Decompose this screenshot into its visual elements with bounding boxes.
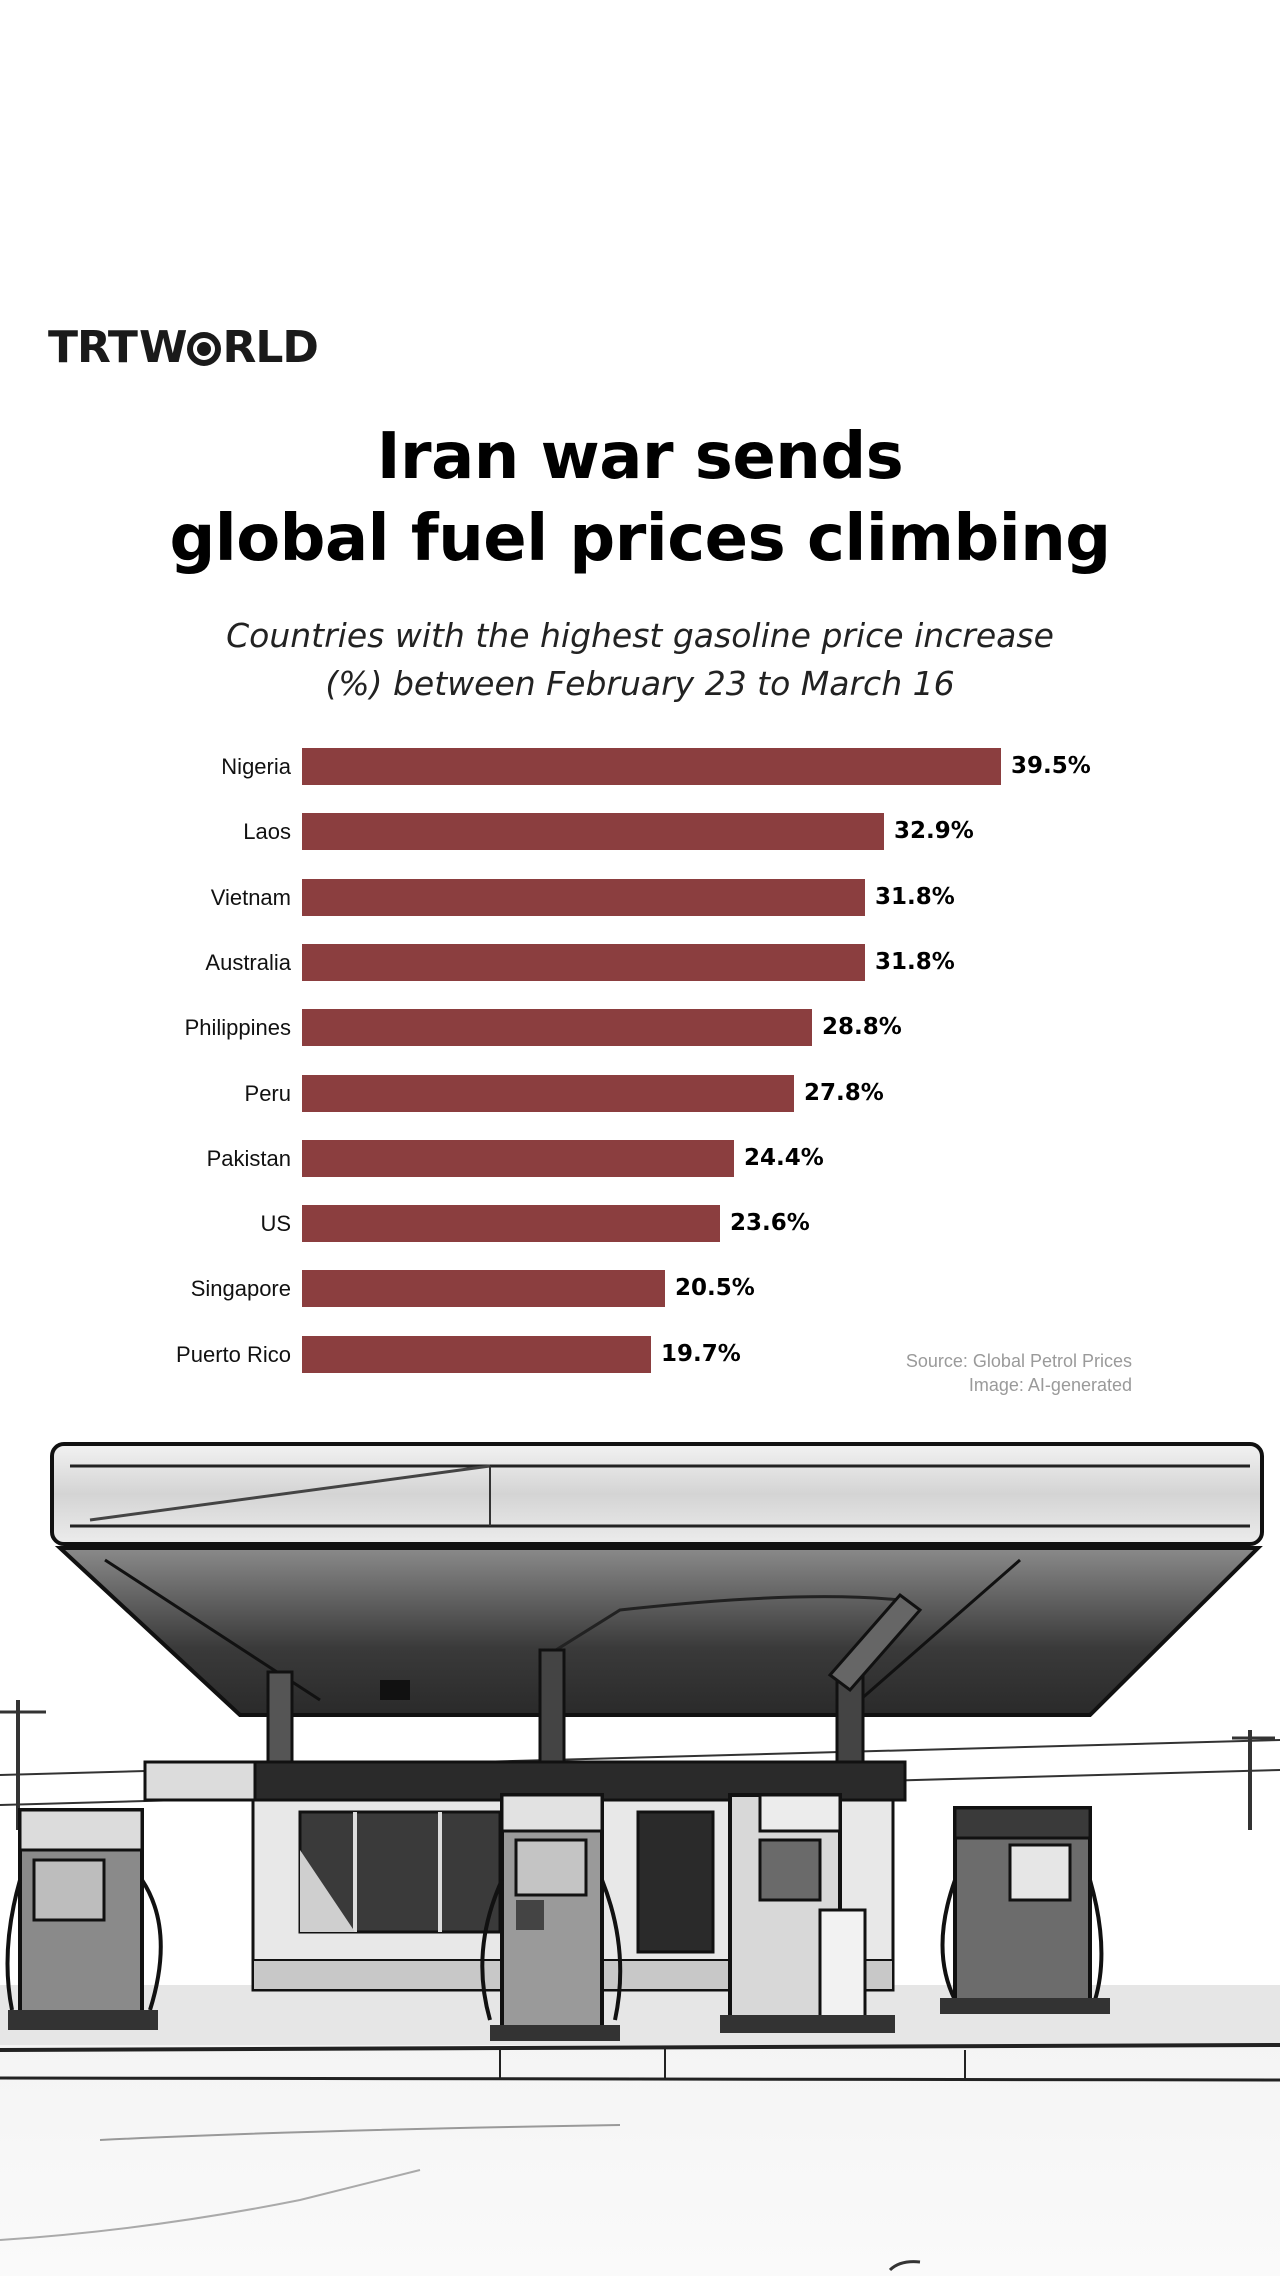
bar-row: Pakistan 24.4%	[0, 1140, 1280, 1177]
source-text: Source: Global Petrol Prices	[905, 1351, 1132, 1371]
chart-title: Iran war sends global fuel prices climbi…	[0, 416, 1280, 580]
logo-text-right: RLD	[222, 322, 318, 373]
bar-chart: Nigeria 39.5% Laos 32.9% Vietnam 31.8% Austral…	[0, 748, 1280, 1373]
bar-category-label: Singapore	[190, 1276, 291, 1301]
bar-row: US 23.6%	[0, 1205, 1280, 1242]
chart-subtitle-line-1: Countries with the highest gasoline pric…	[226, 616, 1054, 655]
bar-category-label: Philippines	[184, 1015, 291, 1040]
bar-category-label: Pakistan	[206, 1146, 291, 1171]
logo-o-ring-icon	[187, 332, 222, 366]
trt-world-logo: TRT W RLD	[48, 322, 319, 373]
bar	[302, 1009, 812, 1046]
chart-title-line-1: Iran war sends	[376, 420, 904, 494]
bar-row: Australia 31.8%	[0, 944, 1280, 981]
bar-value-label: 19.7%	[661, 1341, 741, 1367]
bar	[302, 1205, 720, 1242]
bar	[302, 813, 884, 850]
bar-row: Singapore 20.5%	[0, 1270, 1280, 1307]
bar-value-label: 27.8%	[804, 1080, 884, 1106]
bar-value-label: 39.5%	[1011, 753, 1091, 779]
bar-value-label: 31.8%	[875, 884, 955, 910]
bar-value-label: 24.4%	[744, 1145, 824, 1171]
bar-row: Nigeria 39.5%	[0, 748, 1280, 785]
bar-row: Vietnam 31.8%	[0, 879, 1280, 916]
bar-row: Puerto Rico 19.7%	[0, 1336, 1280, 1373]
fuel-pump-icon	[480, 1793, 623, 2041]
bar-row: Philippines 28.8%	[0, 1009, 1280, 1046]
bar-category-label: US	[260, 1211, 291, 1236]
bar-category-label: Puerto Rico	[176, 1342, 291, 1367]
bar-category-label: Vietnam	[210, 885, 291, 910]
bar-category-label: Peru	[244, 1081, 291, 1106]
bar	[302, 1270, 665, 1307]
image-credit-text: Image: AI-generated	[968, 1375, 1132, 1395]
gas-station-illustration	[0, 1442, 1280, 2276]
bar-row: Peru 27.8%	[0, 1075, 1280, 1112]
bar	[302, 879, 865, 916]
bar-value-label: 32.9%	[894, 818, 974, 844]
chart-subtitle: Countries with the highest gasoline pric…	[0, 612, 1280, 708]
bar-category-label: Australia	[205, 950, 291, 975]
logo-w: W	[138, 322, 188, 373]
fuel-pump-icon	[5, 1808, 163, 2030]
fuel-pump-icon	[940, 1806, 1110, 2014]
bar-value-label: 31.8%	[875, 949, 955, 975]
bar	[302, 1075, 794, 1112]
chart-subtitle-line-2: (%) between February 23 to March 16	[325, 664, 955, 703]
source-note: Source: Global Petrol Prices Image: AI-g…	[906, 1349, 1132, 1397]
bar-value-label: 23.6%	[730, 1210, 810, 1236]
bar	[302, 944, 865, 981]
bar-value-label: 28.8%	[822, 1014, 902, 1040]
bar	[302, 748, 1001, 785]
bar	[302, 1336, 651, 1373]
bar-value-label: 20.5%	[675, 1275, 755, 1301]
fuel-pump-icon	[720, 1793, 895, 2033]
logo-text-left: TRT	[48, 322, 138, 373]
bar-category-label: Nigeria	[221, 754, 291, 779]
bar-row: Laos 32.9%	[0, 813, 1280, 850]
bar-category-label: Laos	[243, 819, 291, 844]
bar	[302, 1140, 734, 1177]
chart-title-line-2: global fuel prices climbing	[169, 502, 1111, 576]
